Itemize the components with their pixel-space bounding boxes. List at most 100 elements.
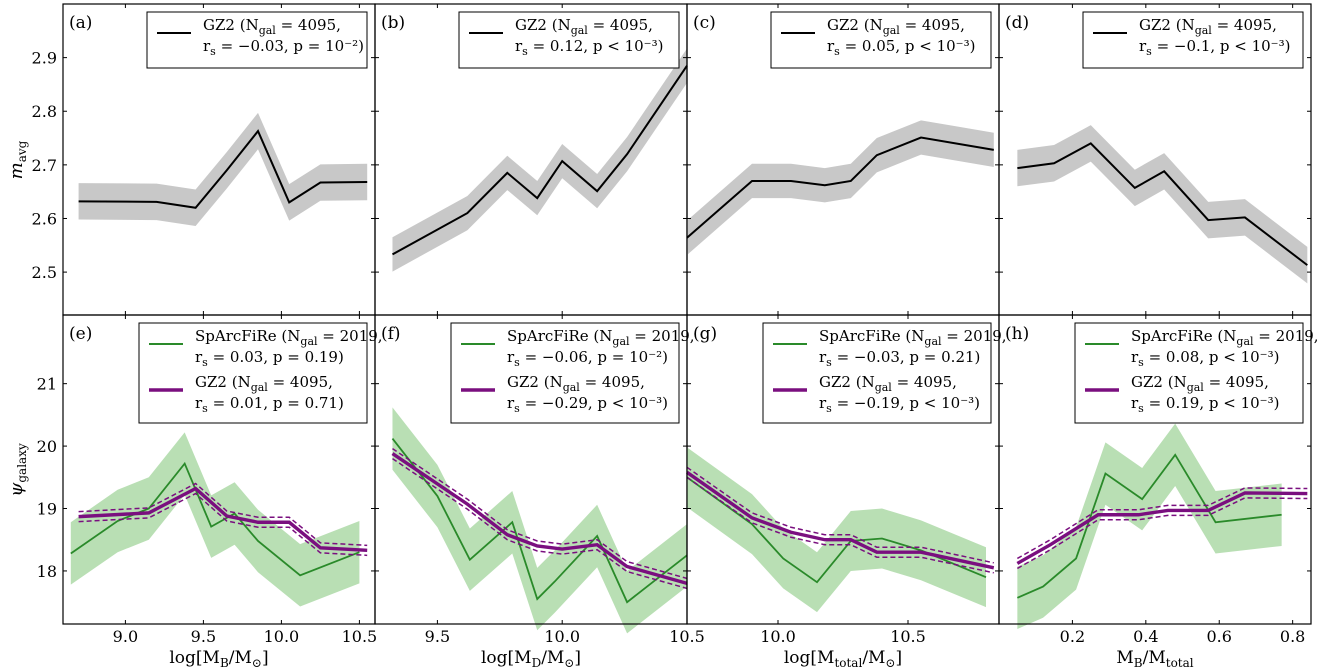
legend-text-line-1: SpArcFiRe (Ngal​ = 2019,: [195, 327, 383, 348]
legend: SpArcFiRe (Ngal​ = 2019,rs​ = 0.08, p < …: [1074, 322, 1317, 424]
legend-text-line-1: GZ2 (Ngal​ = 4095,: [507, 373, 645, 394]
x-tick-label: 0.4: [1133, 627, 1158, 646]
legend-text-line-1: GZ2 (Ngal​ = 4095,: [1131, 373, 1269, 394]
panel-label: (c): [693, 13, 716, 33]
x-tick-label: 10.5: [669, 627, 705, 646]
y-tick-label: 19: [37, 500, 57, 519]
gz2-error-band: [78, 112, 368, 226]
legend-text-line-1: GZ2 (Ngal​ = 4095,: [1139, 16, 1277, 37]
legend-text-line-2: rs​ = −0.03, p = 0.21): [819, 348, 980, 369]
legend-text-line-2: rs​ = 0.08, p < 10⁻³): [1131, 348, 1279, 369]
legend-text-line-2: rs​ = 0.05, p < 10⁻³): [827, 37, 975, 58]
legend-text-line-1: SpArcFiRe (Ngal​ = 2019,: [819, 327, 1007, 348]
panel-f: 9.510.010.5(f)SpArcFiRe (Ngal​ = 2019,rs…: [374, 314, 705, 670]
panel-g: 10.010.5(g)SpArcFiRe (Ngal​ = 2019,rs​ =…: [686, 314, 1007, 670]
y-tick-label: 2.6: [32, 209, 57, 228]
legend-text-line-2: rs​ = 0.01, p = 0.71): [195, 394, 344, 415]
x-axis-label: log[MB​/M⊙​]: [169, 648, 268, 670]
legend-text-line-2: rs​ = −0.29, p < 10⁻³): [507, 394, 668, 415]
sparcfire-error-band: [392, 407, 687, 634]
legend-text-line-2: rs​ = −0.06, p = 10⁻²): [507, 348, 668, 369]
legend: GZ2 (Ngal​ = 4095,rs​ = −0.1, p < 10⁻³): [1082, 11, 1304, 69]
x-tick-label: 0.2: [1060, 627, 1085, 646]
legend-text-line-1: GZ2 (Ngal​ = 4095,: [203, 16, 341, 37]
legend-text-line-1: GZ2 (Ngal​ = 4095,: [195, 373, 333, 394]
panel-label: (b): [381, 13, 405, 33]
sparcfire-line: [686, 476, 987, 584]
x-tick-label: 0.6: [1207, 627, 1232, 646]
legend-text-line-1: SpArcFiRe (Ngal​ = 2019,: [1131, 327, 1317, 348]
gz2-line: [391, 65, 688, 256]
legend-box: [1082, 11, 1304, 69]
gz2-line: [1016, 491, 1308, 565]
legend-text-line-2: rs​ = 0.03, p = 0.19): [195, 348, 344, 369]
gz2-line: [391, 452, 688, 586]
y-axis-label-top: mavg: [6, 140, 29, 179]
sparcfire-line: [391, 438, 688, 604]
gz2-line: [78, 129, 368, 209]
x-tick-label: 10.0: [760, 627, 796, 646]
gz2-line: [1017, 142, 1308, 266]
gz2-line: [78, 486, 368, 553]
x-tick-label: 10.5: [890, 627, 926, 646]
x-tick-label: 10.0: [544, 627, 580, 646]
panel-b: (b) GZ2 (Ngal​ = 4095,rs​ = 0.12, p < 10⁻…: [374, 3, 688, 316]
legend-box: [1074, 322, 1304, 424]
y-tick-label: 2.7: [32, 156, 57, 175]
gz2-lower-bound: [78, 492, 368, 557]
gz2-upper-bound: [78, 482, 368, 547]
legend-text-line-2: rs​ = −0.19, p < 10⁻³): [819, 394, 980, 415]
x-tick-label: 9.5: [191, 627, 216, 646]
legend-text-line-1: SpArcFiRe (Ngal​ = 2019,: [507, 327, 695, 348]
y-tick-label: 2.5: [32, 263, 57, 282]
legend-box: [762, 322, 992, 424]
legend-text-line-2: rs​ = −0.1, p < 10⁻³): [1139, 37, 1290, 58]
legend-box: [146, 11, 368, 69]
gz2-error-band: [392, 48, 687, 272]
panel-label: (e): [69, 324, 92, 344]
panel-label: (h): [1005, 324, 1029, 344]
legend-box: [458, 11, 680, 69]
sparcfire-line: [70, 461, 360, 577]
y-tick-label: 20: [37, 437, 57, 456]
legend-text-line-1: GZ2 (Ngal​ = 4095,: [819, 373, 957, 394]
legend-box: [450, 322, 680, 424]
panel-c: (c) GZ2 (Ngal​ = 4095,rs​ = 0.05, p < 10⁻…: [686, 3, 1000, 316]
gz2-line: [686, 470, 995, 570]
x-tick-label: 10.0: [264, 627, 300, 646]
gz2-error-band: [687, 120, 994, 255]
legend: GZ2 (Ngal​ = 4095,rs​ = 0.12, p < 10⁻³): [458, 11, 680, 69]
panel-label: (g): [693, 324, 717, 344]
legend-text-line-2: rs​ = 0.19, p < 10⁻³): [1131, 394, 1279, 415]
legend-text-line-1: GZ2 (Ngal​ = 4095,: [515, 16, 653, 37]
gz2-upper-bound: [686, 466, 994, 564]
x-axis-label: MB​/Mtotal​: [1116, 648, 1193, 670]
gz2-lower-bound: [392, 457, 688, 590]
y-tick-label: 18: [37, 562, 57, 581]
x-tick-label: 0.8: [1280, 627, 1305, 646]
panel-label: (a): [69, 13, 92, 33]
panel-d: (d) GZ2 (Ngal​ = 4095,rs​ = −0.1, p < 10⁻…: [998, 3, 1312, 316]
legend: SpArcFiRe (Ngal​ = 2019,rs​ = −0.06, p =…: [450, 322, 695, 424]
x-axis-label: log[Mtotal​/M⊙​]: [784, 648, 902, 670]
axes-frame: [998, 314, 1312, 625]
panel-label: (f): [381, 324, 401, 344]
legend-box: [138, 322, 368, 424]
gz2-line: [686, 136, 994, 239]
panel-a: 2.5 2.6 2.7 2.8 2.9 (a) GZ2 (Ngal​ = 4095,rs​ …: [32, 3, 376, 316]
x-axis-label: log[MD​/M⊙​]: [481, 648, 581, 670]
legend-text-line-2: rs​ = −0.03, p = 10⁻²): [203, 37, 364, 58]
legend: SpArcFiRe (Ngal​ = 2019,rs​ = −0.03, p =…: [762, 322, 1007, 424]
y-axis-label-bottom: ψgalaxy: [6, 443, 29, 497]
gz2-upper-bound: [392, 447, 688, 580]
sparcfire-error-band: [1017, 423, 1282, 629]
panel-h: 0.20.40.60.8(h)SpArcFiRe (Ngal​ = 2019,r…: [998, 314, 1317, 670]
legend-box: [770, 11, 992, 69]
x-tick-label: 9.0: [113, 627, 138, 646]
x-tick-label: 10.5: [342, 627, 378, 646]
y-tick-label: 21: [37, 375, 57, 394]
sparcfire-error-band: [70, 432, 360, 607]
gz2-error-band: [1017, 125, 1308, 284]
x-tick-label: 9.5: [425, 627, 450, 646]
